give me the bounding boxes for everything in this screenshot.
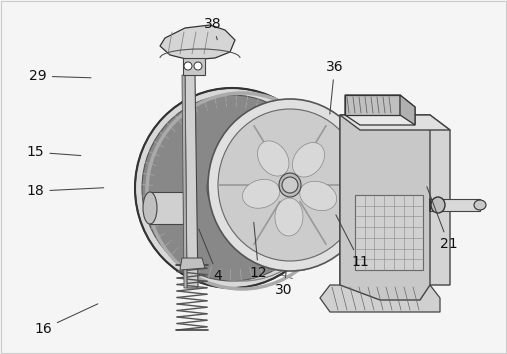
Ellipse shape (218, 109, 362, 261)
Polygon shape (400, 95, 415, 125)
Ellipse shape (208, 99, 372, 271)
Circle shape (184, 62, 192, 70)
Polygon shape (185, 75, 198, 288)
Text: 4: 4 (199, 229, 223, 283)
Ellipse shape (135, 88, 329, 288)
Polygon shape (340, 115, 450, 130)
Ellipse shape (293, 143, 324, 177)
Text: 12: 12 (250, 222, 267, 280)
Circle shape (282, 177, 298, 193)
Text: 29: 29 (29, 69, 91, 83)
Text: 15: 15 (27, 145, 81, 159)
Polygon shape (160, 25, 235, 60)
Circle shape (194, 62, 202, 70)
Text: 30: 30 (275, 272, 293, 297)
Ellipse shape (258, 141, 289, 176)
Polygon shape (340, 115, 450, 285)
Polygon shape (345, 95, 400, 115)
Text: 36: 36 (326, 60, 343, 114)
Ellipse shape (474, 200, 486, 210)
Polygon shape (430, 199, 480, 211)
Polygon shape (183, 58, 205, 75)
Text: 21: 21 (427, 187, 457, 251)
Ellipse shape (242, 179, 280, 208)
Ellipse shape (275, 198, 303, 236)
Polygon shape (340, 115, 430, 300)
Polygon shape (320, 285, 440, 312)
Text: 38: 38 (204, 17, 222, 40)
Ellipse shape (207, 162, 257, 214)
Polygon shape (345, 95, 415, 125)
Polygon shape (150, 192, 183, 224)
Text: 11: 11 (336, 215, 369, 269)
Bar (355, 195, 423, 270)
Ellipse shape (279, 173, 301, 197)
Text: 18: 18 (26, 184, 104, 198)
Ellipse shape (300, 181, 337, 211)
Polygon shape (182, 75, 187, 288)
Ellipse shape (143, 192, 157, 224)
Ellipse shape (142, 95, 322, 281)
Ellipse shape (431, 197, 445, 213)
Text: 16: 16 (34, 304, 98, 336)
Polygon shape (180, 258, 205, 270)
